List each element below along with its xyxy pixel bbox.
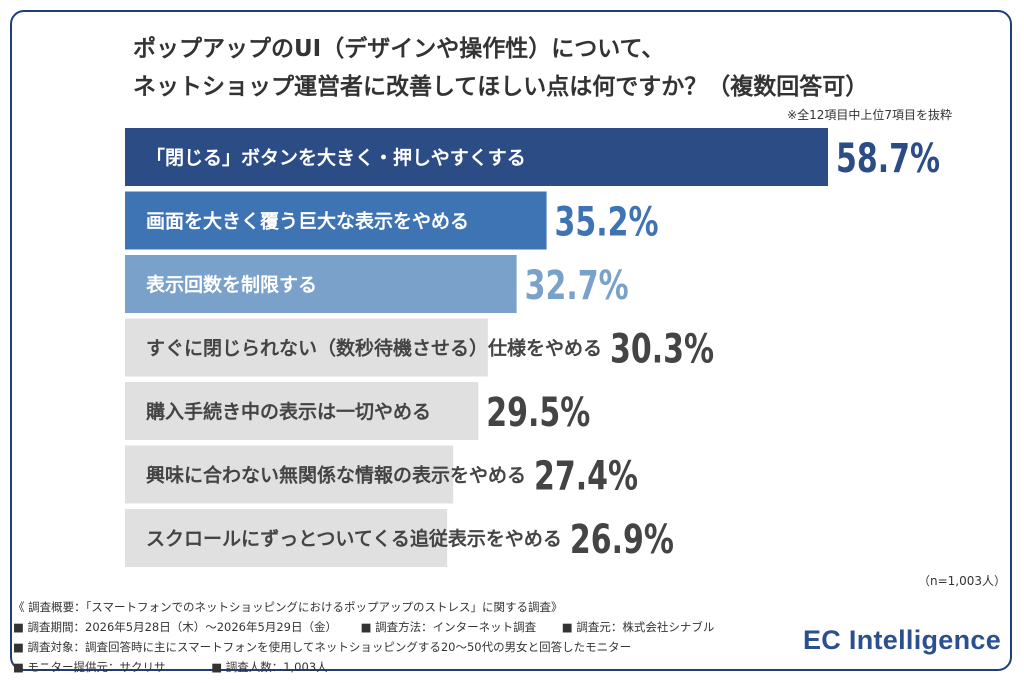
bar-2 <box>125 191 547 250</box>
chart-frame <box>10 10 1012 671</box>
value-label-4: 30.3% <box>610 327 714 373</box>
survey-target: ■ 調査対象：調査回答時に主にスマートフォンを使用してネットショッピングする20… <box>13 640 632 654</box>
survey-provider: ■ モニター提供元：サクリサ <box>13 660 166 674</box>
survey-summary: 《 調査概要：「スマートフォンでのネットショッピングにおけるポップアップのストレ… <box>13 597 714 677</box>
value-label-3: 32.7% <box>525 263 629 309</box>
chart-title-line2: ネットショップ運営者に改善してほしい点は何ですか？（複数回答可） <box>133 74 869 100</box>
survey-overview: 《 調査概要：「スマートフォンでのネットショッピングにおけるポップアップのストレ… <box>13 600 563 614</box>
ec-intelligence-logo: EC Intelligence <box>803 625 1002 655</box>
bar-label-3: 表示回数を制限する <box>146 273 317 296</box>
bar-label-2: 画面を大きく覆う巨大な表示をやめる <box>146 210 469 233</box>
survey-source: ■ 調査元：株式会社シナブル <box>561 620 715 634</box>
value-label-6: 27.4% <box>534 454 638 500</box>
survey-row-period: ■ 調査期間：2026年5月28日（木）〜2026年5月29日（金） ■ 調査方… <box>13 617 714 637</box>
value-label-5: 29.5% <box>486 390 590 436</box>
bar-6 <box>125 445 454 504</box>
bar-5 <box>125 382 479 440</box>
survey-row-provider: ■ モニター提供元：サクリサ ■ 調査人数：1,003人 <box>13 657 714 677</box>
bar-label-6: 興味に合わない無関係な情報の表示をやめる <box>146 464 526 487</box>
chart-title-line1: ポップアップのUI（デザインや操作性）について、 <box>133 36 665 62</box>
value-label-2: 35.2% <box>555 200 659 246</box>
survey-method: ■ 調査方法：インターネット調査 <box>360 620 537 634</box>
bar-label-7: スクロールにずっとついてくる追従表示をやめる <box>146 527 562 550</box>
value-label-7: 26.9% <box>570 517 674 563</box>
survey-count: ■ 調査人数：1,003人 <box>211 660 328 674</box>
bar-1 <box>125 128 828 186</box>
bar-7 <box>125 509 448 567</box>
bar-3 <box>125 255 517 313</box>
value-label-1: 58.7% <box>836 136 940 182</box>
sample-size-note: （n=1,003人） <box>918 574 1007 588</box>
bar-label-4: すぐに閉じられない（数秒待機させる）仕様をやめる <box>146 337 602 360</box>
survey-period: ■ 調査期間：2026年5月28日（木）〜2026年5月29日（金） <box>13 620 337 634</box>
bar-label-5: 購入手続き中の表示は一切やめる <box>146 400 431 423</box>
bar-4 <box>125 318 488 377</box>
excerpt-note: ※全12項目中上位7項目を抜粋 <box>787 108 952 122</box>
bar-label-1: 「閉じる」ボタンを大きく・押しやすくする <box>146 146 526 169</box>
